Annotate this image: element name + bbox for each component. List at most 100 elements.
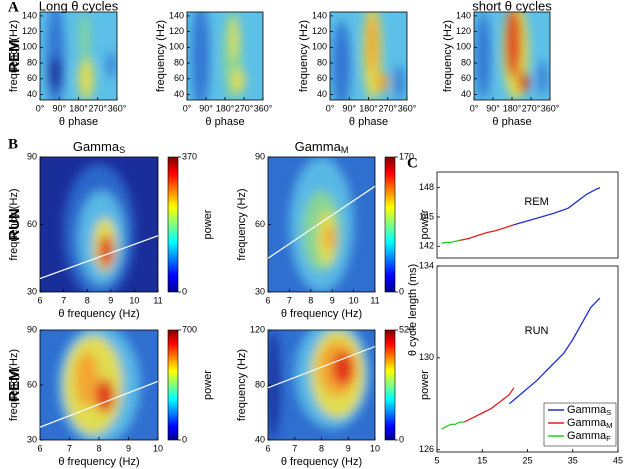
y-tick-label: 40 (27, 89, 37, 99)
y-tick-label: 60 (174, 73, 184, 83)
x-axis-label: θ phase (492, 116, 531, 128)
colorbar (384, 329, 396, 441)
heatmap-blob (191, 12, 210, 100)
x-tick-label: 11 (370, 295, 379, 305)
heatmap-blob (95, 379, 115, 413)
y-tick-label: 30 (27, 434, 37, 444)
x-tick-label: 11 (153, 295, 162, 305)
x-tick-label: 0° (326, 103, 335, 113)
x-tick-label: 90° (52, 103, 66, 113)
y-tick-label: 120 (250, 324, 265, 334)
colorbar (167, 329, 179, 441)
y-tick-label: 120 (169, 26, 184, 36)
panel-title: Long θ cycles (39, 0, 119, 13)
series-line (459, 224, 515, 242)
legend-label-main: Gamma (567, 417, 607, 429)
y-axis-label: θ cycle length (ms) (407, 264, 419, 356)
heatmap-blob (99, 235, 114, 268)
y-tick-label: 60 (27, 219, 37, 229)
x-tick-label: 10 (349, 295, 359, 305)
colorbar-tick-label: 0 (182, 434, 187, 444)
colorbar-tick-label: 0 (182, 286, 187, 296)
colorbar-tick-label: 700 (182, 324, 197, 334)
y-tick-label: 90 (255, 151, 265, 161)
annotation: REM (524, 196, 548, 208)
x-tick-label: 0° (36, 103, 45, 113)
x-tick-label: 7 (67, 443, 72, 453)
colorbar-label: power (419, 209, 431, 239)
fit-line (268, 185, 375, 259)
legend-label-sub: S (606, 408, 611, 417)
colorbar-label: power (202, 370, 214, 400)
y-tick-label: 40 (174, 89, 184, 99)
y-tick-label: 80 (174, 57, 184, 67)
series-line (441, 421, 465, 430)
colorbar-tick-label: 170 (399, 151, 414, 161)
x-tick-label: 6 (265, 443, 270, 453)
y-tick-label: 140 (22, 10, 37, 20)
heatmap-blob (80, 12, 90, 65)
row-label: RUN (6, 208, 23, 241)
x-tick-label: 360° (398, 103, 417, 113)
x-axis-label: θ frequency (Hz) (58, 308, 139, 320)
heatmap-field (268, 157, 375, 292)
x-axis-label: θ frequency (Hz) (281, 456, 362, 468)
legend-label-sub: M (606, 421, 612, 430)
y-tick-label: 80 (317, 57, 327, 67)
heatmap-field (474, 12, 550, 100)
x-axis-label: θ phase (349, 116, 388, 128)
x-tick-label: 6 (37, 443, 42, 453)
heatmap-field (268, 330, 375, 440)
fit-line (40, 235, 158, 280)
x-tick-label: 0° (470, 103, 479, 113)
heatmap-blob (232, 67, 245, 94)
colorbar-tick-label: 0 (399, 286, 404, 296)
heatmap-blobs (332, 12, 404, 100)
y-tick-label: 60 (255, 219, 265, 229)
colorbar-tick-label: 370 (182, 151, 197, 161)
colorbar-tick-label: 520 (399, 324, 414, 334)
x-tick-label: 180° (503, 103, 522, 113)
y-tick-label: 120 (312, 26, 327, 36)
colorbar (384, 156, 396, 293)
heatmap-blob (376, 71, 389, 93)
x-tick-label: 9 (346, 443, 351, 453)
legend-label-main: Gamma (567, 430, 607, 442)
y-tick-label: 140 (456, 10, 471, 20)
y-tick-label: 126 (419, 444, 434, 454)
x-axis-label: θ frequency (Hz) (58, 456, 139, 468)
x-tick-label: 270° (88, 103, 107, 113)
heatmap-blobs (268, 330, 370, 440)
y-tick-label: 80 (461, 57, 471, 67)
y-tick-label: 30 (255, 286, 265, 296)
y-tick-label: 80 (27, 57, 37, 67)
colorbar-tick-label: 0 (399, 434, 404, 444)
y-tick-label: 40 (317, 89, 327, 99)
y-tick-label: 140 (312, 10, 327, 20)
y-tick-label: 60 (27, 379, 37, 389)
y-tick-label: 60 (461, 73, 471, 83)
x-tick-label: 270° (235, 103, 254, 113)
x-tick-label: 9 (126, 443, 131, 453)
y-tick-label: 30 (27, 286, 37, 296)
fit-line (40, 380, 158, 428)
heatmap-blob (332, 352, 354, 385)
panel-title-sub: S (119, 145, 125, 155)
y-tick-label: 90 (27, 324, 37, 334)
y-tick-label: 100 (169, 42, 184, 52)
series-line (441, 239, 460, 244)
series-line (508, 297, 601, 405)
x-tick-label: 180° (216, 103, 235, 113)
y-tick-label: 60 (27, 73, 37, 83)
x-tick-label: 8 (96, 443, 101, 453)
x-axis-label: θ phase (59, 116, 98, 128)
heatmap-blobs (57, 330, 141, 440)
legend-label: GammaS (567, 404, 611, 417)
x-tick-label: 10 (153, 443, 163, 453)
y-tick-label: 40 (461, 89, 471, 99)
x-axis-label: θ phase (205, 116, 244, 128)
row-label: REM (6, 368, 23, 401)
panel-title-sub: M (341, 145, 349, 155)
y-tick-label: 120 (22, 26, 37, 36)
